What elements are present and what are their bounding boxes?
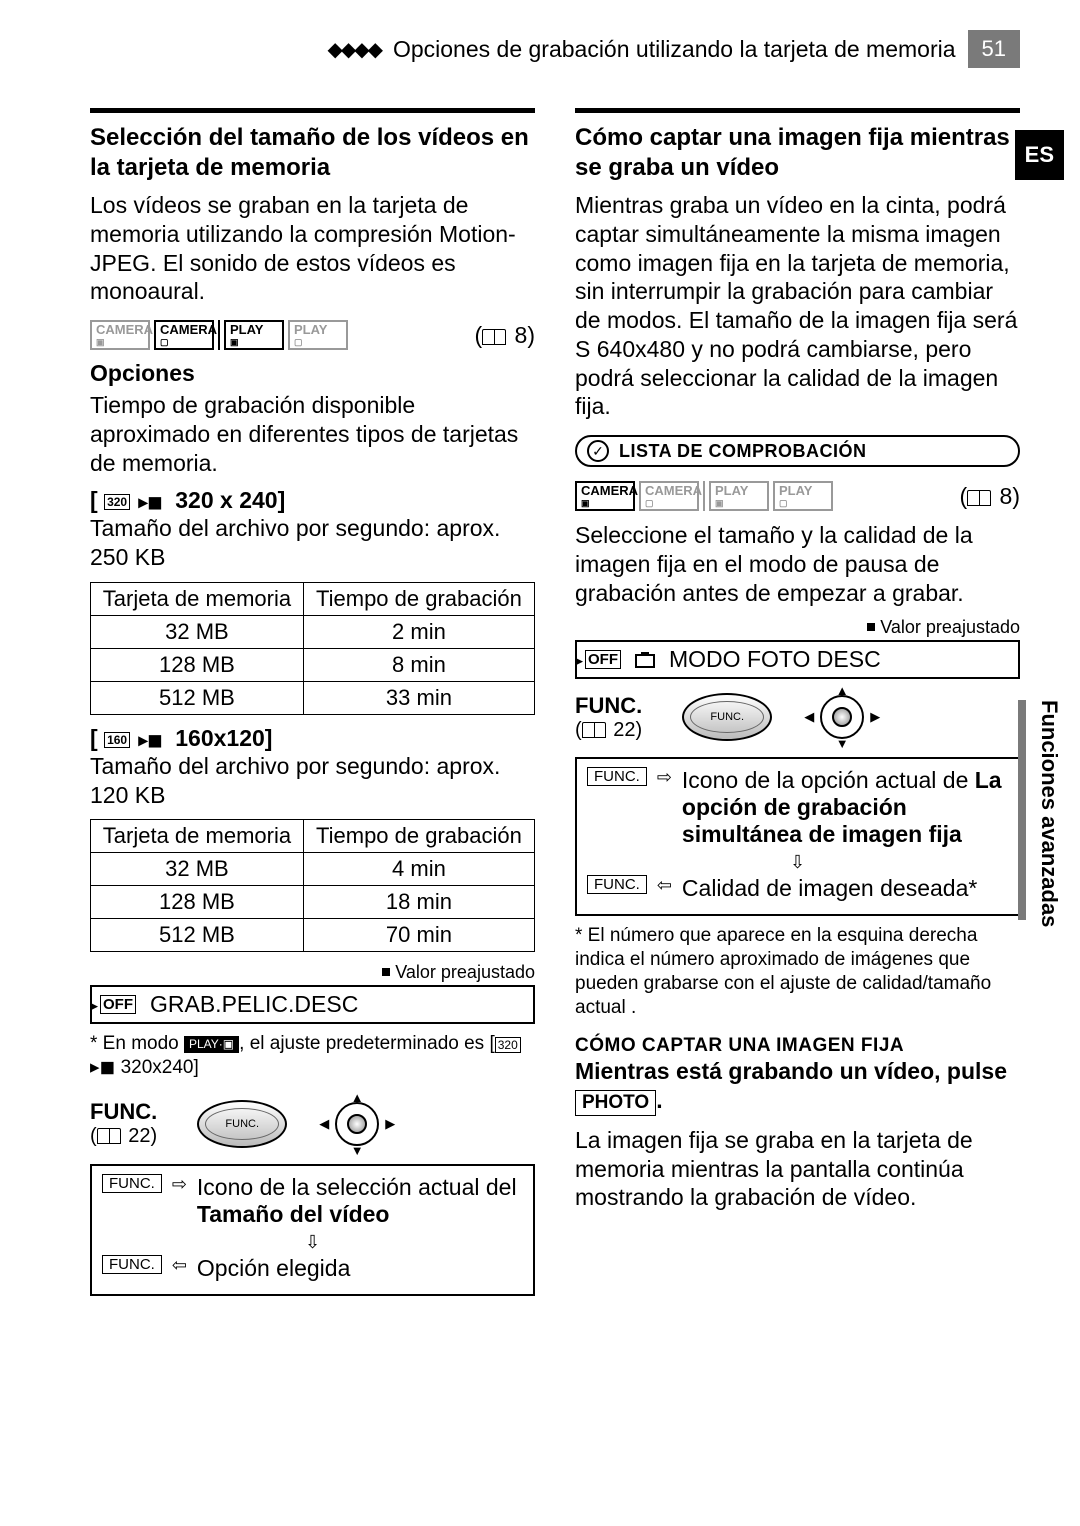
mode-row-right: CAMERA▣ CAMERA▢ PLAY▣ PLAY▢ ( 8) — [575, 481, 1020, 511]
arrow-right-icon: ⇨ — [172, 1174, 187, 1195]
mode-play-tape: PLAY▣ — [224, 320, 284, 350]
mode-play-tape: PLAY▣ — [709, 481, 769, 511]
default-label-left: GRAB.PELIC.DESC — [150, 991, 358, 1018]
camera-icon — [635, 646, 655, 673]
header-title: Opciones de grabación utilizando la tarj… — [393, 36, 956, 63]
instruction: Mientras está grabando un vídeo, pulse P… — [575, 1057, 1020, 1116]
off-icon: OFF — [585, 650, 621, 669]
func-ref-22: ( 22) — [575, 719, 642, 742]
side-bar — [1018, 700, 1026, 920]
page-number: 51 — [968, 30, 1020, 68]
language-tab: ES — [1015, 130, 1064, 180]
arrow-down-icon: ⇩ — [102, 1232, 523, 1253]
photo-chip: PHOTO — [575, 1090, 656, 1116]
right-column: Cómo captar una imagen fija mientras se … — [575, 108, 1020, 1296]
section-heading: CÓMO CAPTAR UNA IMAGEN FIJA — [575, 1035, 1020, 1057]
table-row: 128 MB8 min — [91, 648, 535, 681]
table-320: Tarjeta de memoriaTiempo de grabación 32… — [90, 582, 535, 715]
left-p1: Los vídeos se graban en la tarjeta de me… — [90, 191, 535, 306]
func-ref-22: ( 22) — [90, 1125, 157, 1148]
footnote-left: * En modo PLAY·▣, el ajuste predetermina… — [90, 1032, 535, 1080]
size-320-desc: Tamaño del archivo por segundo: aprox. 2… — [90, 514, 535, 572]
func-block-left: FUNC. ( 22) FUNC. ▲▼◀▶ FUNC. ⇨ Icono de … — [90, 1094, 535, 1296]
footnote-right: * El número que aparece en la esquina de… — [575, 924, 1020, 1019]
table-160: Tarjeta de memoriaTiempo de grabación 32… — [90, 819, 535, 952]
check-icon: ✓ — [587, 440, 609, 462]
size-320: [ 320 ▸◼ 320 x 240] — [90, 487, 535, 514]
side-label: Funciones avanzadas — [1036, 700, 1062, 927]
left-heading: Selección del tamaño de los vídeos en la… — [90, 123, 535, 183]
func-label: FUNC. — [575, 693, 642, 719]
off-icon: OFF — [100, 995, 136, 1014]
table-row: 32 MB4 min — [91, 853, 535, 886]
arrow-left-icon: ⇦ — [657, 875, 672, 896]
header-dots: ◆◆◆◆ — [327, 37, 381, 62]
func-chip: FUNC. — [102, 1174, 162, 1193]
table-row: 512 MB70 min — [91, 919, 535, 952]
table-row: 128 MB18 min — [91, 886, 535, 919]
right-p2: Seleccione el tamaño y la calidad de la … — [575, 521, 1020, 607]
left-column: Selección del tamaño de los vídeos en la… — [90, 108, 535, 1296]
table-row: 32 MB2 min — [91, 615, 535, 648]
arrow-left-icon: ⇦ — [172, 1255, 187, 1276]
table-row: 512 MB33 min — [91, 681, 535, 714]
func-label: FUNC. — [90, 1099, 157, 1125]
preset-note-left: Valor preajustado — [90, 962, 535, 983]
checklist-label: LISTA DE COMPROBACIÓN — [619, 441, 867, 462]
right-heading: Cómo captar una imagen fija mientras se … — [575, 123, 1020, 183]
size-160: [ 160 ▸◼ 160x120] — [90, 725, 535, 752]
right-p1: Mientras graba un vídeo en la cinta, pod… — [575, 191, 1020, 421]
flow-step-1: Icono de la selección actual del Tamaño … — [197, 1174, 523, 1228]
mode-camera-card: CAMERA▢ — [154, 320, 214, 350]
flow-step-2: Calidad de imagen deseada* — [682, 875, 977, 902]
flow-step-2: Opción elegida — [197, 1255, 350, 1282]
arrow-right-icon: ⇨ — [657, 767, 672, 788]
func-button-icon: FUNC. — [197, 1100, 287, 1148]
arrow-down-icon: ⇩ — [587, 852, 1008, 873]
func-chip: FUNC. — [587, 875, 647, 894]
preset-note-right: Valor preajustado — [575, 617, 1020, 638]
page-ref-8-left: ( 8) — [474, 322, 535, 349]
func-chip: FUNC. — [587, 767, 647, 786]
mode-row-left: CAMERA▣ CAMERA▢ PLAY▣ PLAY▢ ( 8) — [90, 320, 535, 350]
checklist-pill: ✓ LISTA DE COMPROBACIÓN — [575, 435, 1020, 467]
func-button-icon: FUNC. — [682, 693, 772, 741]
opciones-label: Opciones — [90, 360, 535, 387]
mode-camera-tape: CAMERA▣ — [90, 320, 150, 350]
mode-play-card: PLAY▢ — [288, 320, 348, 350]
mode-camera-card: CAMERA▢ — [639, 481, 699, 511]
func-chip: FUNC. — [102, 1255, 162, 1274]
default-box-right: OFF MODO FOTO DESC — [575, 640, 1020, 679]
joystick-icon: ▲▼◀▶ — [812, 687, 872, 747]
mode-play-card: PLAY▢ — [773, 481, 833, 511]
page-header: ◆◆◆◆ Opciones de grabación utilizando la… — [90, 30, 1020, 68]
joystick-icon: ▲▼◀▶ — [327, 1094, 387, 1154]
size-160-desc: Tamaño del archivo por segundo: aprox. 1… — [90, 752, 535, 810]
func-block-right: FUNC. ( 22) FUNC. ▲▼◀▶ FUNC. ⇨ Icono de … — [575, 687, 1020, 916]
default-label-right: MODO FOTO DESC — [669, 646, 881, 673]
left-p2: Tiempo de grabación disponible aproximad… — [90, 391, 535, 477]
right-p3: La imagen fija se graba en la tarjeta de… — [575, 1126, 1020, 1212]
flow-step-1: Icono de la opción actual de La opción d… — [682, 767, 1008, 848]
default-box-left: OFF GRAB.PELIC.DESC — [90, 985, 535, 1024]
page-ref-8-right: ( 8) — [959, 483, 1020, 510]
mode-camera-tape: CAMERA▣ — [575, 481, 635, 511]
